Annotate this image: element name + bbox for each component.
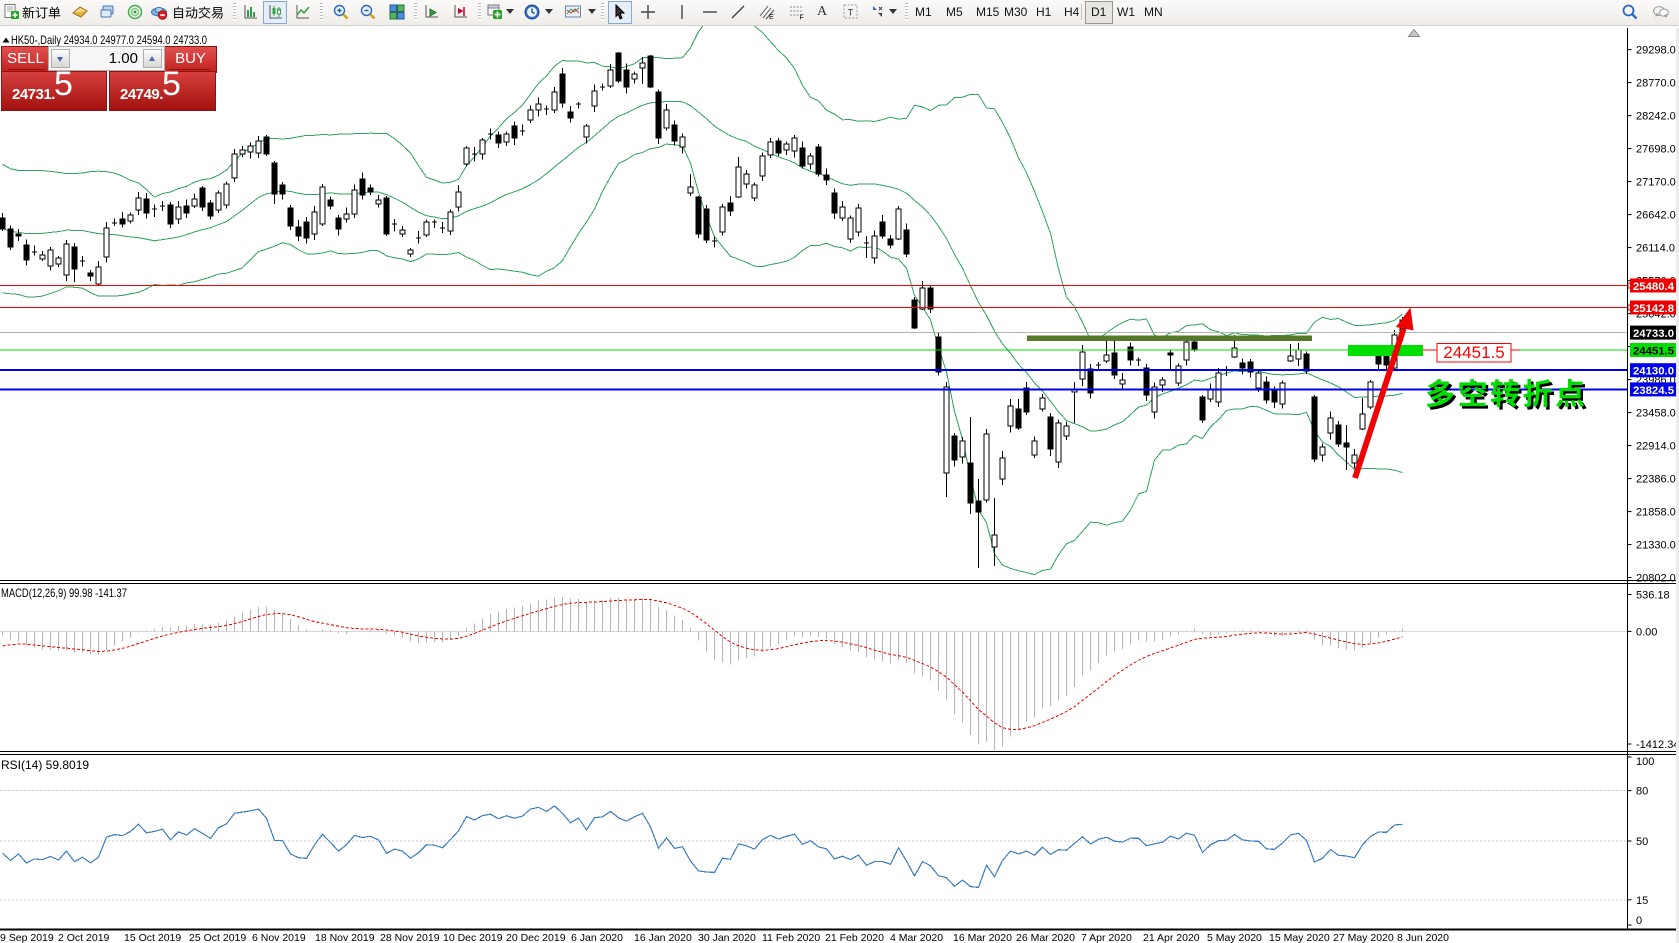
svg-text:21858.0: 21858.0 (1636, 507, 1676, 519)
svg-text:30 Jan 2020: 30 Jan 2020 (698, 932, 756, 943)
svg-text:21 Apr 2020: 21 Apr 2020 (1143, 932, 1200, 943)
svg-text:MACD(12,26,9) 99.98 -141.37: MACD(12,26,9) 99.98 -141.37 (1, 586, 127, 600)
svg-text:21330.0: 21330.0 (1636, 540, 1676, 552)
svg-text:5 May 2020: 5 May 2020 (1207, 932, 1262, 943)
svg-text:E: E (769, 14, 774, 20)
svg-text:26642.0: 26642.0 (1636, 210, 1676, 222)
svg-text:80: 80 (1636, 786, 1648, 798)
svg-text:9 Sep 2019: 9 Sep 2019 (0, 932, 54, 943)
svg-text:22386.0: 22386.0 (1636, 474, 1676, 486)
svg-text:28242.0: 28242.0 (1636, 111, 1676, 123)
svg-text:24451.5: 24451.5 (1633, 346, 1674, 358)
svg-text:7 Apr 2020: 7 Apr 2020 (1081, 932, 1132, 943)
svg-text:6 Jan 2020: 6 Jan 2020 (571, 932, 623, 943)
svg-text:F: F (800, 15, 804, 21)
svg-text:27698.0: 27698.0 (1636, 144, 1676, 156)
svg-text:28 Nov 2019: 28 Nov 2019 (380, 932, 440, 943)
svg-text:24451.5: 24451.5 (1443, 343, 1504, 362)
svg-text:29298.0: 29298.0 (1636, 45, 1676, 57)
svg-text:-1412.34: -1412.34 (1636, 739, 1679, 751)
svg-text:18 Nov 2019: 18 Nov 2019 (315, 932, 375, 943)
svg-text:21 Feb 2020: 21 Feb 2020 (825, 932, 884, 943)
svg-text:536.18: 536.18 (1636, 590, 1670, 602)
svg-text:16 Mar 2020: 16 Mar 2020 (953, 932, 1012, 943)
svg-text:15: 15 (1636, 895, 1648, 907)
svg-text:RSI(14) 59.8019: RSI(14) 59.8019 (1, 758, 89, 772)
svg-text:4 Mar 2020: 4 Mar 2020 (890, 932, 943, 943)
svg-text:11 Feb 2020: 11 Feb 2020 (762, 932, 820, 943)
svg-text:15 Oct 2019: 15 Oct 2019 (124, 932, 181, 943)
svg-text:23458.0: 23458.0 (1636, 408, 1676, 420)
svg-text:23824.5: 23824.5 (1633, 385, 1674, 397)
svg-text:26114.0: 26114.0 (1636, 243, 1675, 255)
svg-text:27170.0: 27170.0 (1636, 177, 1676, 189)
svg-text:20 Dec 2019: 20 Dec 2019 (506, 932, 566, 943)
svg-text:15 May 2020: 15 May 2020 (1269, 932, 1330, 943)
svg-text:27 May 2020: 27 May 2020 (1333, 932, 1394, 943)
svg-text:16 Jan 2020: 16 Jan 2020 (634, 932, 692, 943)
svg-text:6 Nov 2019: 6 Nov 2019 (252, 932, 306, 943)
svg-text:10 Dec 2019: 10 Dec 2019 (443, 932, 503, 943)
svg-text:20802.0: 20802.0 (1636, 573, 1676, 585)
svg-text:0: 0 (1636, 915, 1642, 927)
svg-text:HK50-,Daily 24934.0 24977.0 2: HK50-,Daily 24934.0 24977.0 24594.0 2473… (11, 33, 207, 47)
svg-text:25480.4: 25480.4 (1633, 281, 1675, 293)
svg-text:22914.0: 22914.0 (1636, 441, 1676, 453)
svg-text:50: 50 (1636, 836, 1648, 848)
svg-text:28770.0: 28770.0 (1636, 78, 1676, 90)
svg-text:T: T (848, 8, 854, 18)
svg-text:24130.0: 24130.0 (1633, 366, 1674, 378)
svg-text:0.00: 0.00 (1636, 626, 1657, 638)
svg-text:8 Jun 2020: 8 Jun 2020 (1397, 932, 1449, 943)
svg-text:100: 100 (1636, 756, 1654, 768)
svg-text:26 Mar 2020: 26 Mar 2020 (1016, 932, 1075, 943)
svg-text:25 Oct 2019: 25 Oct 2019 (189, 932, 246, 943)
svg-text:24733.0: 24733.0 (1633, 328, 1674, 340)
svg-text:2 Oct 2019: 2 Oct 2019 (58, 932, 110, 943)
svg-text:25142.8: 25142.8 (1633, 303, 1674, 315)
